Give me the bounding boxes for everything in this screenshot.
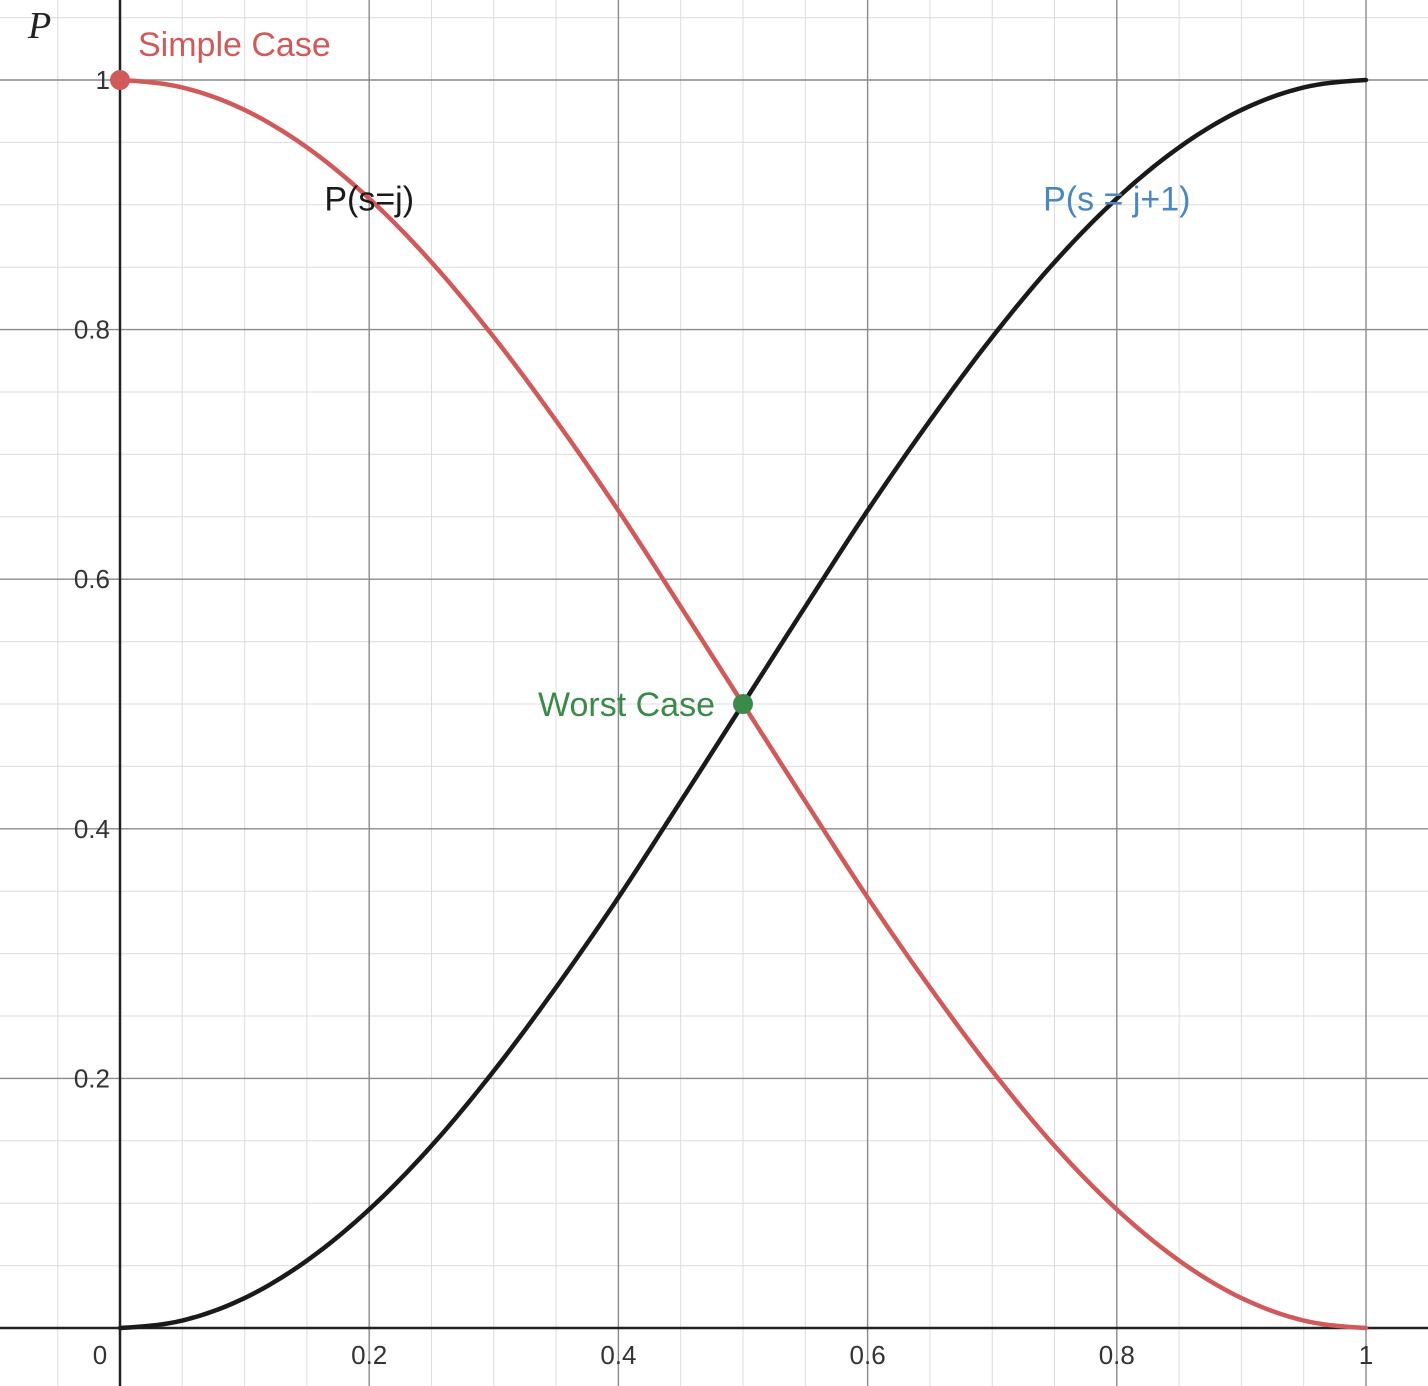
highlight-points	[110, 70, 753, 714]
curve-label-2: P(s = j+1)	[1043, 181, 1190, 219]
curve-label-1: P(s=j)	[324, 181, 414, 219]
y-axis-label: P	[27, 5, 51, 47]
point-1	[110, 70, 130, 90]
tick-labels: 0 0.2 0.4 0.6 0.8 1 0.2 0.4 0.6 0.8 1	[74, 65, 1373, 1370]
y-tick-label: 0.2	[74, 1063, 110, 1093]
point-label-2: Worst Case	[538, 686, 715, 724]
x-tick-label: 0.8	[1099, 1340, 1135, 1370]
point-2	[733, 694, 753, 714]
y-tick-label: 1	[96, 65, 110, 95]
x-tick-label: 1	[1359, 1340, 1373, 1370]
point-label-1: Simple Case	[138, 26, 331, 64]
x-tick-label: 0	[93, 1340, 107, 1370]
y-tick-label: 0.4	[74, 814, 110, 844]
x-tick-label: 0.6	[850, 1340, 886, 1370]
y-tick-label: 0.8	[74, 315, 110, 345]
annotation-labels: Simple Case Worst Case P(s=j) P(s = j+1)	[138, 26, 1190, 724]
x-tick-label: 0.4	[600, 1340, 636, 1370]
y-tick-label: 0.6	[74, 564, 110, 594]
x-tick-label: 0.2	[351, 1340, 387, 1370]
